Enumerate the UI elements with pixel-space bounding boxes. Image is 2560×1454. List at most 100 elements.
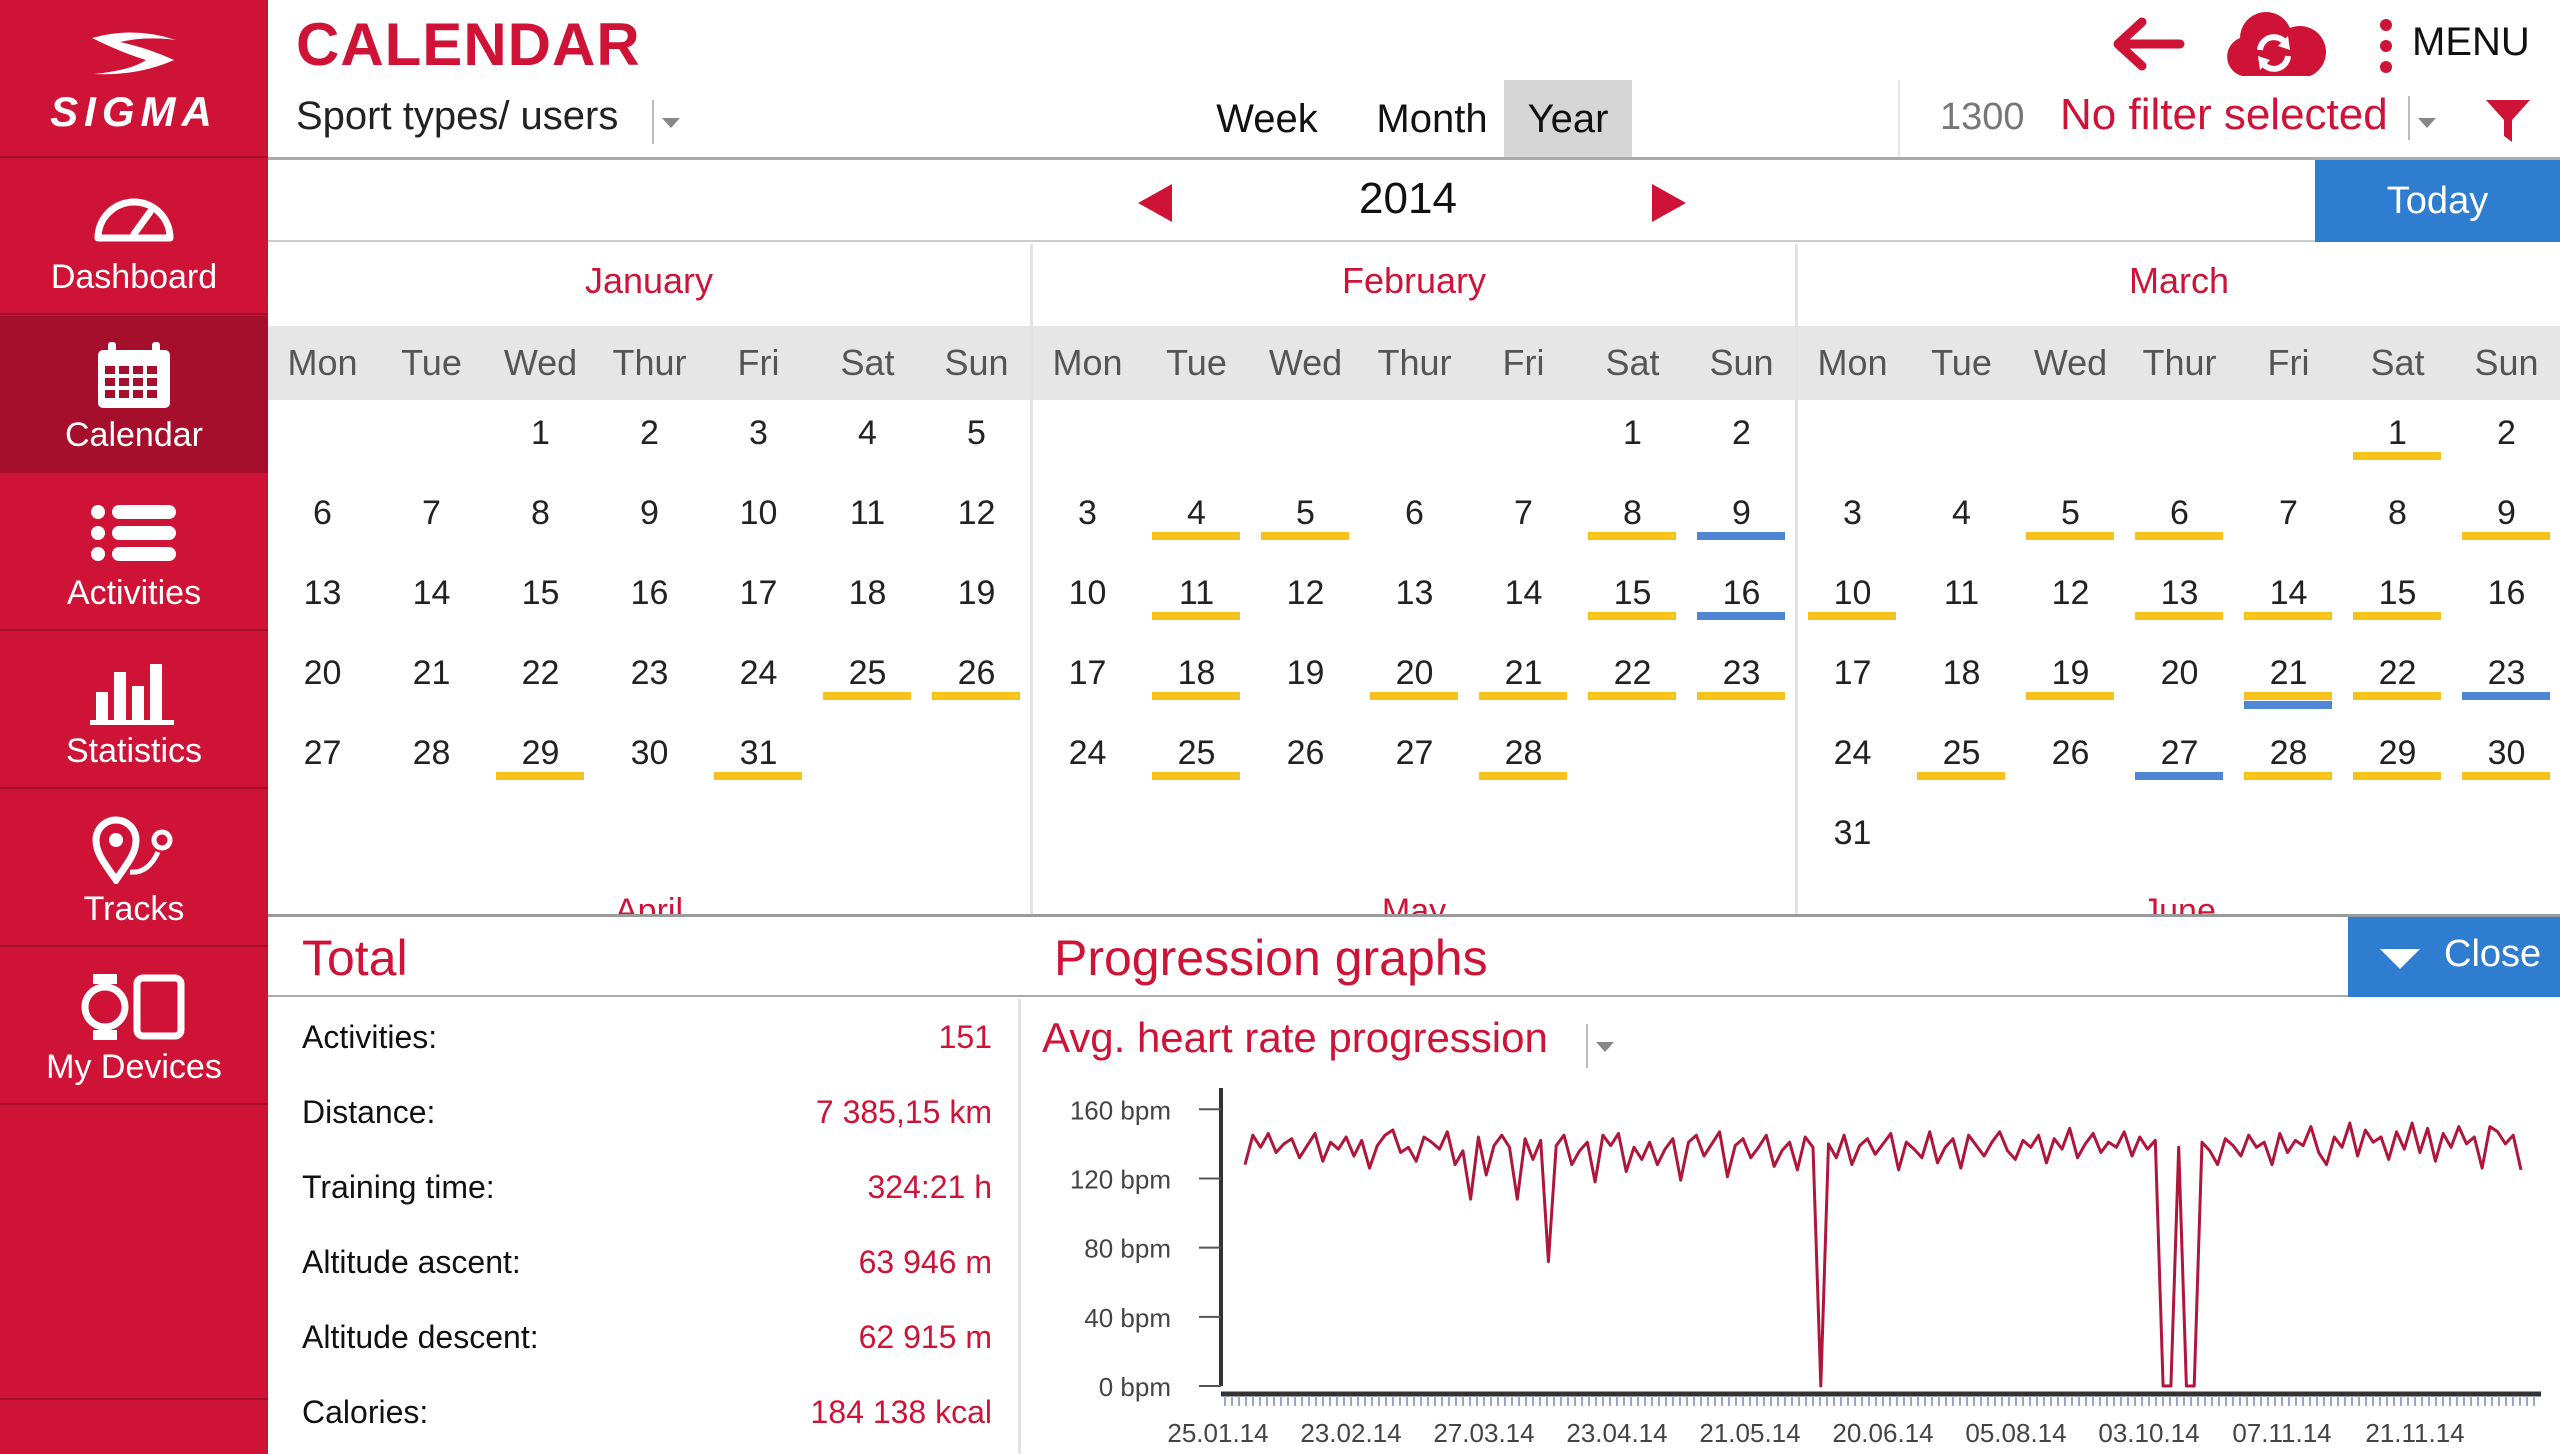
month-title[interactable]: March [2128, 260, 2230, 301]
day-cell[interactable]: 9 [1687, 480, 1796, 560]
kebab-menu-icon[interactable] [2376, 18, 2396, 74]
day-cell[interactable]: 5 [2016, 480, 2125, 560]
cloud-sync-icon[interactable] [2218, 10, 2328, 80]
day-cell[interactable]: 13 [2125, 560, 2234, 640]
day-cell[interactable]: 16 [595, 560, 704, 640]
day-cell[interactable]: 20 [2125, 640, 2234, 720]
day-cell[interactable]: 10 [1033, 560, 1142, 640]
day-cell[interactable]: 4 [813, 400, 922, 480]
day-cell[interactable]: 14 [377, 560, 486, 640]
graph-type-dropdown[interactable]: Avg. heart rate progression [1042, 1012, 1642, 1072]
day-cell[interactable]: 7 [1469, 480, 1578, 560]
day-cell[interactable]: 21 [2234, 640, 2343, 720]
day-cell[interactable]: 22 [1578, 640, 1687, 720]
day-cell[interactable]: 31 [1798, 800, 1907, 880]
day-cell[interactable]: 17 [704, 560, 813, 640]
day-cell[interactable]: 5 [922, 400, 1031, 480]
tab-month[interactable]: Month [1376, 97, 1488, 141]
day-cell[interactable]: 18 [813, 560, 922, 640]
day-cell[interactable]: 12 [922, 480, 1031, 560]
day-cell[interactable]: 12 [2016, 560, 2125, 640]
day-cell[interactable]: 13 [1360, 560, 1469, 640]
day-cell[interactable]: 11 [1907, 560, 2016, 640]
day-cell[interactable]: 5 [1251, 480, 1360, 560]
day-cell[interactable]: 8 [486, 480, 595, 560]
day-cell[interactable]: 24 [1798, 720, 1907, 800]
day-cell[interactable]: 10 [704, 480, 813, 560]
day-cell[interactable]: 28 [2234, 720, 2343, 800]
day-cell[interactable]: 2 [1687, 400, 1796, 480]
today-button[interactable]: Today [2315, 160, 2560, 242]
day-cell[interactable]: 15 [1578, 560, 1687, 640]
sidebar-item-tracks[interactable]: Tracks [0, 790, 268, 947]
filter-dropdown[interactable]: 1300 No filter selected [1898, 80, 2546, 158]
day-cell[interactable]: 19 [1251, 640, 1360, 720]
day-cell[interactable]: 29 [2343, 720, 2452, 800]
day-cell[interactable]: 12 [1251, 560, 1360, 640]
day-cell[interactable]: 17 [1033, 640, 1142, 720]
day-cell[interactable]: 25 [813, 640, 922, 720]
day-cell[interactable]: 17 [1798, 640, 1907, 720]
sport-types-dropdown[interactable]: Sport types/ users [296, 90, 696, 150]
day-cell[interactable]: 4 [1907, 480, 2016, 560]
day-cell[interactable]: 27 [2125, 720, 2234, 800]
day-cell[interactable]: 21 [377, 640, 486, 720]
tab-year[interactable]: Year [1504, 80, 1632, 158]
filter-funnel-icon[interactable] [2484, 98, 2532, 144]
day-cell[interactable]: 20 [1360, 640, 1469, 720]
day-cell[interactable]: 4 [1142, 480, 1251, 560]
day-cell[interactable]: 23 [1687, 640, 1796, 720]
day-cell[interactable]: 29 [486, 720, 595, 800]
day-cell[interactable]: 19 [2016, 640, 2125, 720]
day-cell[interactable]: 8 [1578, 480, 1687, 560]
day-cell[interactable]: 15 [486, 560, 595, 640]
menu-button[interactable]: MENU [2412, 20, 2530, 64]
day-cell[interactable]: 2 [595, 400, 704, 480]
day-cell[interactable]: 15 [2343, 560, 2452, 640]
close-panel-button[interactable]: Close [2348, 917, 2560, 997]
day-cell[interactable]: 18 [1907, 640, 2016, 720]
day-cell[interactable]: 9 [2452, 480, 2560, 560]
day-cell[interactable]: 1 [486, 400, 595, 480]
month-title[interactable]: January [584, 260, 714, 301]
day-cell[interactable]: 11 [1142, 560, 1251, 640]
day-cell[interactable]: 26 [1251, 720, 1360, 800]
sidebar-item-statistics[interactable]: Statistics [0, 632, 268, 789]
tab-week[interactable]: Week [1216, 97, 1318, 141]
day-cell[interactable]: 1 [2343, 400, 2452, 480]
day-cell[interactable]: 22 [486, 640, 595, 720]
day-cell[interactable]: 27 [268, 720, 377, 800]
day-cell[interactable]: 14 [2234, 560, 2343, 640]
day-cell[interactable]: 8 [2343, 480, 2452, 560]
day-cell[interactable]: 25 [1907, 720, 2016, 800]
day-cell[interactable]: 13 [268, 560, 377, 640]
day-cell[interactable]: 30 [595, 720, 704, 800]
sidebar-item-calendar[interactable]: Calendar [0, 316, 268, 473]
day-cell[interactable]: 7 [377, 480, 486, 560]
day-cell[interactable]: 6 [268, 480, 377, 560]
next-year-arrow-icon[interactable] [1652, 184, 1686, 222]
sidebar-item-my-devices[interactable]: My Devices [0, 948, 268, 1105]
day-cell[interactable]: 3 [1033, 480, 1142, 560]
day-cell[interactable]: 31 [704, 720, 813, 800]
day-cell[interactable]: 16 [1687, 560, 1796, 640]
day-cell[interactable]: 10 [1798, 560, 1907, 640]
day-cell[interactable]: 28 [377, 720, 486, 800]
day-cell[interactable]: 2 [2452, 400, 2560, 480]
sidebar-item-dashboard[interactable]: Dashboard [0, 158, 268, 315]
day-cell[interactable]: 21 [1469, 640, 1578, 720]
day-cell[interactable]: 6 [2125, 480, 2234, 560]
day-cell[interactable]: 14 [1469, 560, 1578, 640]
day-cell[interactable]: 7 [2234, 480, 2343, 560]
previous-year-arrow-icon[interactable] [1138, 184, 1172, 222]
day-cell[interactable]: 18 [1142, 640, 1251, 720]
day-cell[interactable]: 24 [1033, 720, 1142, 800]
day-cell[interactable]: 19 [922, 560, 1031, 640]
day-cell[interactable]: 6 [1360, 480, 1469, 560]
day-cell[interactable]: 22 [2343, 640, 2452, 720]
day-cell[interactable]: 23 [2452, 640, 2560, 720]
day-cell[interactable]: 3 [704, 400, 813, 480]
month-title[interactable]: February [1341, 260, 1487, 301]
day-cell[interactable]: 3 [1798, 480, 1907, 560]
day-cell[interactable]: 9 [595, 480, 704, 560]
